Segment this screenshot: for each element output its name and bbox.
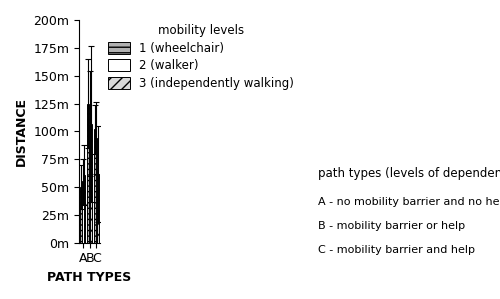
Bar bbox=[94, 129, 96, 243]
Bar bbox=[98, 174, 99, 243]
Legend: 1 (wheelchair), 2 (walker), 3 (independently walking): 1 (wheelchair), 2 (walker), 3 (independe… bbox=[106, 22, 296, 92]
Bar bbox=[80, 187, 82, 243]
Text: path types (levels of dependence): path types (levels of dependence) bbox=[318, 167, 500, 180]
Bar bbox=[87, 103, 89, 243]
Bar bbox=[82, 181, 84, 243]
Bar bbox=[84, 175, 86, 243]
Bar bbox=[89, 123, 90, 243]
Text: C - mobility barrier and help: C - mobility barrier and help bbox=[318, 245, 474, 255]
Bar bbox=[90, 123, 92, 243]
Bar bbox=[96, 138, 98, 243]
Text: A - no mobility barrier and no help: A - no mobility barrier and no help bbox=[318, 197, 500, 207]
X-axis label: PATH TYPES: PATH TYPES bbox=[48, 271, 132, 284]
Y-axis label: DISTANCE: DISTANCE bbox=[15, 97, 28, 166]
Text: B - mobility barrier or help: B - mobility barrier or help bbox=[318, 221, 464, 231]
